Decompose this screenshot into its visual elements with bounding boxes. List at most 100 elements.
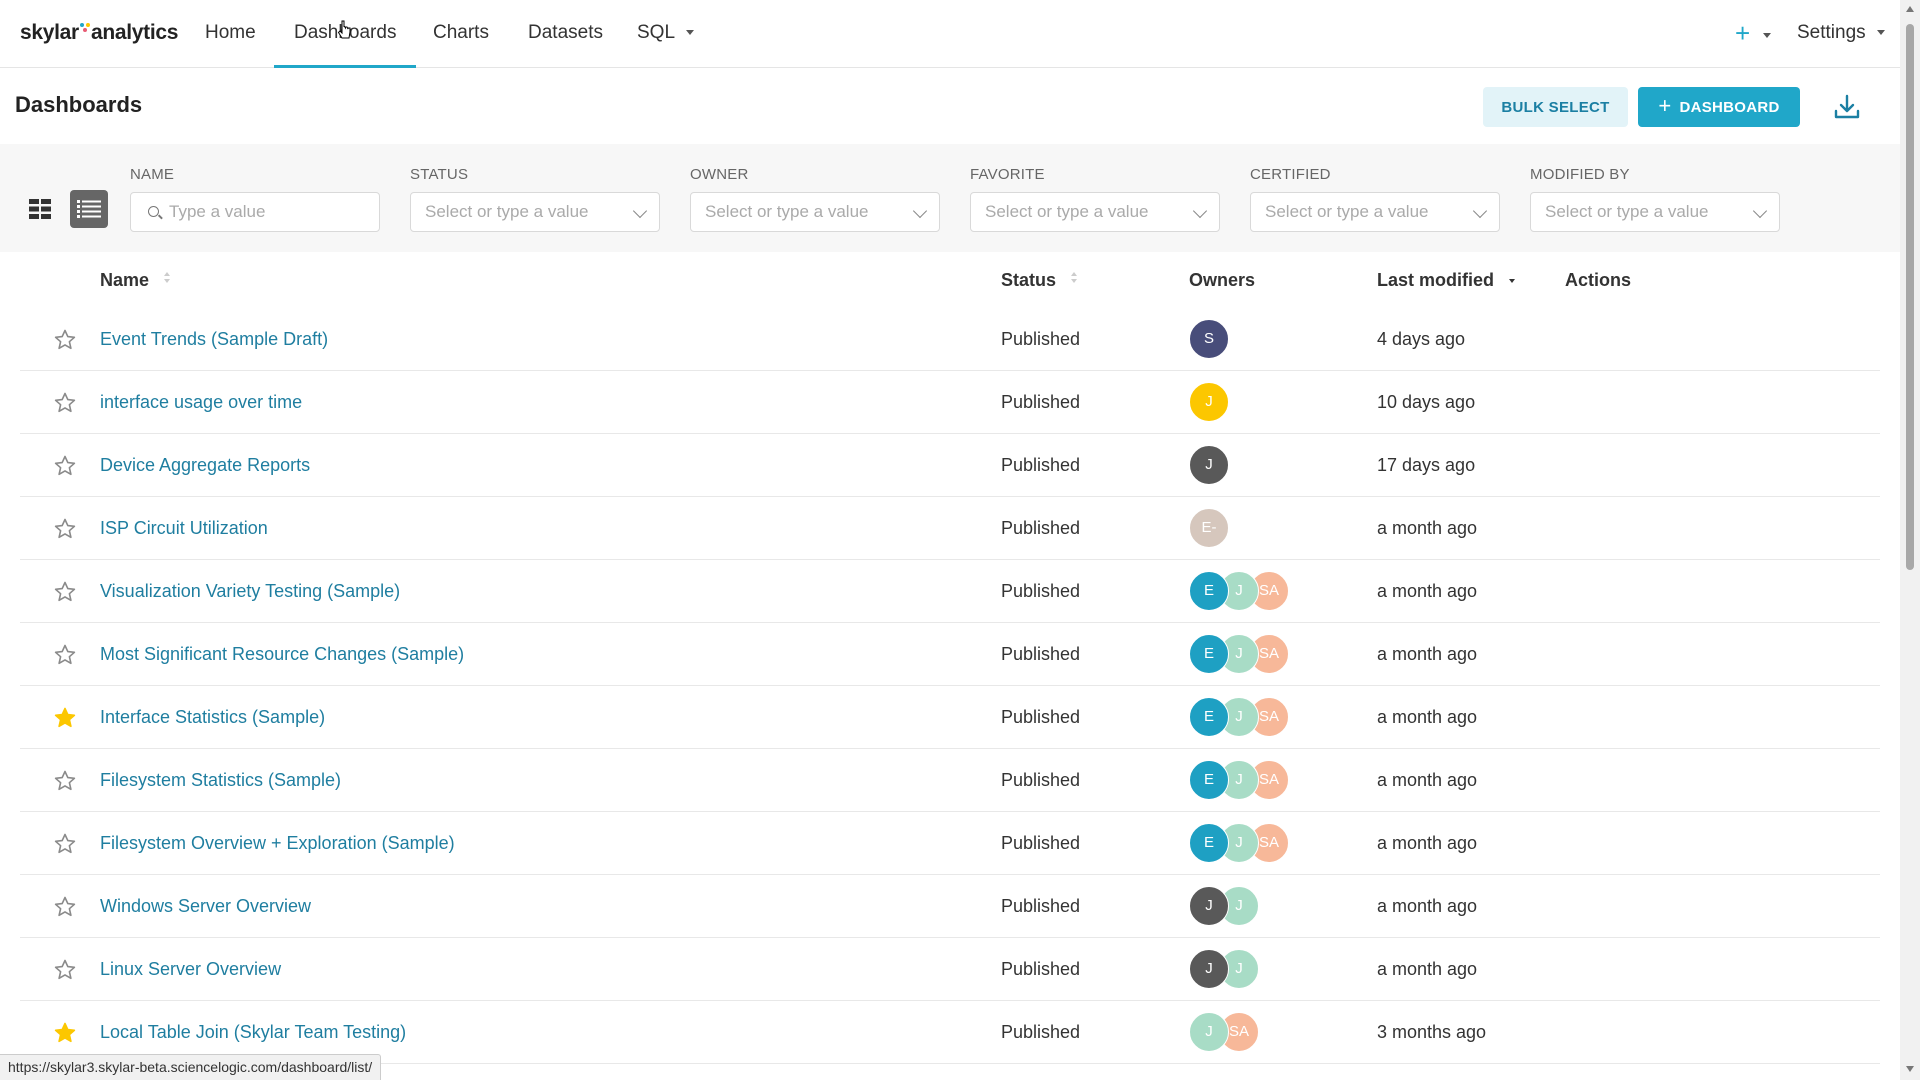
scroll-down-icon[interactable] — [1906, 1066, 1914, 1072]
favorite-star-icon[interactable] — [53, 517, 77, 541]
modified-by-select[interactable]: Select or type a value — [1530, 192, 1780, 232]
favorite-star-icon[interactable] — [53, 391, 77, 415]
dashboard-name-link[interactable]: Local Table Join (Skylar Team Testing) — [100, 1022, 407, 1042]
favorite-star-icon[interactable] — [53, 328, 77, 352]
dashboard-name-link[interactable]: Filesystem Statistics (Sample) — [100, 770, 342, 790]
dashboard-name-link[interactable]: Windows Server Overview — [100, 896, 312, 916]
dashboard-status: Published — [1001, 581, 1081, 601]
certified-select[interactable]: Select or type a value — [1250, 192, 1500, 232]
scrollbar-thumb[interactable] — [1906, 24, 1914, 570]
last-modified: a month ago — [1377, 959, 1478, 979]
plus-icon: + — [1658, 93, 1672, 118]
add-new-menu[interactable]: + — [1735, 0, 1772, 68]
filter-owner: OWNER Select or type a value — [690, 166, 940, 232]
column-header-label: Owners — [1189, 270, 1256, 290]
favorite-select[interactable]: Select or type a value — [970, 192, 1220, 232]
dashboard-name-link[interactable]: Interface Statistics (Sample) — [100, 707, 326, 727]
table-row: Filesystem Statistics (Sample) Published E… — [20, 749, 1880, 812]
avatar[interactable]: E — [1189, 697, 1229, 737]
scroll-up-icon[interactable] — [1906, 6, 1914, 12]
chevron-down-icon — [1752, 203, 1768, 219]
column-header-actions: Actions — [1565, 252, 1631, 308]
favorite-star-icon[interactable] — [53, 580, 77, 604]
column-header-owners: Owners — [1189, 252, 1255, 308]
dashboard-name-link[interactable]: Visualization Variety Testing (Sample) — [100, 581, 401, 601]
dashboard-name-link[interactable]: Device Aggregate Reports — [100, 455, 311, 475]
favorite-star-icon[interactable] — [53, 769, 77, 793]
avatar[interactable]: E — [1189, 571, 1229, 611]
favorite-star-filled-icon[interactable] — [53, 706, 77, 730]
list-view-toggle[interactable] — [70, 190, 108, 228]
dashboard-status: Published — [1001, 1022, 1081, 1042]
page-scrollbar[interactable] — [1900, 0, 1920, 1080]
plus-icon: + — [1735, 18, 1751, 48]
chevron-down-icon — [1763, 32, 1772, 38]
dashboard-name-link[interactable]: Filesystem Overview + Exploration (Sampl… — [100, 833, 455, 853]
nav-item-label: SQL — [637, 22, 675, 43]
filter-label: OWNER — [690, 166, 749, 183]
dashboard-status: Published — [1001, 707, 1081, 727]
favorite-star-icon[interactable] — [53, 958, 77, 982]
column-header-name[interactable]: Name — [100, 252, 172, 308]
dashboard-status: Published — [1001, 329, 1081, 349]
search-icon — [148, 206, 159, 217]
browser-status-url: https://skylar3.skylar-beta.sciencelogic… — [0, 1054, 382, 1080]
table-row: ISP Circuit Utilization Published E-a mont… — [20, 497, 1880, 560]
avatar[interactable]: E- — [1189, 508, 1229, 548]
nav-item-datasets[interactable]: Datasets — [528, 0, 603, 68]
avatar[interactable]: J — [1189, 445, 1229, 485]
dashboard-name-link[interactable]: ISP Circuit Utilization — [100, 518, 268, 538]
favorite-star-icon[interactable] — [53, 643, 77, 667]
settings-label: Settings — [1797, 22, 1866, 43]
avatar[interactable]: E — [1189, 823, 1229, 863]
dashboards-table: Name Status Owners Last modified Actions… — [20, 252, 1880, 1080]
avatar[interactable]: J — [1189, 1012, 1229, 1052]
last-modified: a month ago — [1377, 518, 1478, 538]
dashboard-name-link[interactable]: Linux Server Overview — [100, 959, 282, 979]
dashboard-status: Published — [1001, 455, 1081, 475]
app-logo[interactable]: skylar analytics — [20, 18, 178, 48]
favorite-select-placeholder: Select or type a value — [985, 202, 1149, 221]
nav-item-sql[interactable]: SQL — [637, 0, 694, 68]
logo-primary-text: skylar — [20, 21, 79, 44]
nav-item-home[interactable]: Home — [205, 0, 256, 68]
dashboard-name-link[interactable]: interface usage over time — [100, 392, 303, 412]
card-view-toggle[interactable] — [21, 190, 59, 228]
favorite-star-icon[interactable] — [53, 454, 77, 478]
column-header-last-modified[interactable]: Last modified — [1377, 252, 1517, 308]
last-modified: a month ago — [1377, 644, 1478, 664]
avatar[interactable]: S — [1189, 319, 1229, 359]
bulk-select-button[interactable]: BULK SELECT — [1483, 87, 1628, 127]
owner-select[interactable]: Select or type a value — [690, 192, 940, 232]
nav-item-label: Datasets — [528, 22, 603, 43]
filter-name: NAME Type a value — [130, 166, 380, 232]
settings-menu[interactable]: Settings — [1797, 0, 1885, 68]
dashboard-name-link[interactable]: Most Significant Resource Changes (Sampl… — [100, 644, 465, 664]
grid-icon — [29, 199, 51, 219]
favorite-star-icon[interactable] — [53, 895, 77, 919]
nav-item-charts[interactable]: Charts — [433, 0, 489, 68]
dashboard-status: Published — [1001, 518, 1081, 538]
avatar[interactable]: E — [1189, 760, 1229, 800]
favorite-star-filled-icon[interactable] — [53, 1021, 77, 1045]
avatar[interactable]: J — [1189, 949, 1229, 989]
add-dashboard-label: DASHBOARD — [1679, 98, 1780, 116]
avatar[interactable]: E — [1189, 634, 1229, 674]
status-select[interactable]: Select or type a value — [410, 192, 660, 232]
name-search-input[interactable]: Type a value — [130, 192, 380, 232]
filter-label: MODIFIED BY — [1530, 166, 1630, 183]
add-dashboard-button[interactable]: + DASHBOARD — [1638, 87, 1800, 127]
dashboard-name-link[interactable]: Event Trends (Sample Draft) — [100, 329, 329, 349]
table-row: Visualization Variety Testing (Sample) Pu… — [20, 560, 1880, 623]
column-header-status[interactable]: Status — [1001, 252, 1079, 308]
list-icon — [77, 200, 101, 218]
table-row: Most Significant Resource Changes (Sampl… — [20, 623, 1880, 686]
last-modified: 10 days ago — [1377, 392, 1476, 412]
download-icon[interactable] — [1832, 92, 1862, 122]
last-modified: a month ago — [1377, 770, 1478, 790]
last-modified: 3 months ago — [1377, 1022, 1487, 1042]
avatar[interactable]: J — [1189, 886, 1229, 926]
avatar[interactable]: J — [1189, 382, 1229, 422]
favorite-star-icon[interactable] — [53, 832, 77, 856]
